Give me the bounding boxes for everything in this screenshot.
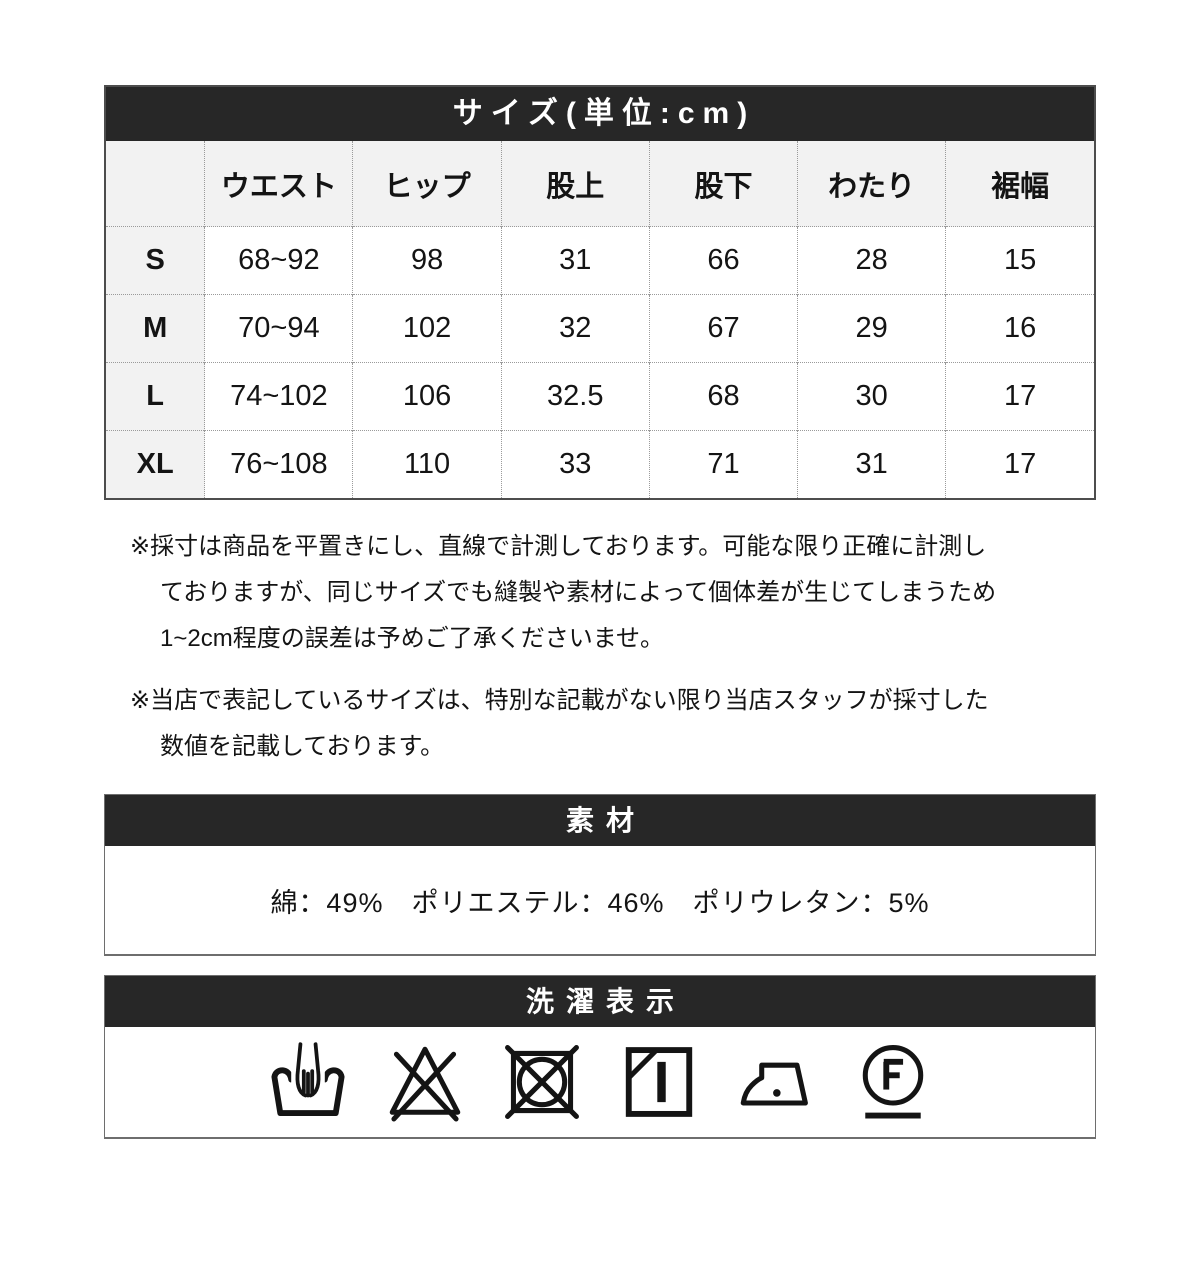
table-row-m: M 70~94 102 32 67 29 16 — [106, 294, 1094, 363]
note-line: ※採寸は商品を平置きにし、直線で計測しております。可能な限り正確に計測し — [130, 533, 987, 560]
laundry-section: 洗濯表示 — [104, 975, 1096, 1139]
cell-hem: 16 — [945, 294, 1094, 363]
cell-rise: 32.5 — [500, 362, 650, 431]
cell-thigh: 30 — [797, 362, 946, 431]
cell-hem: 17 — [945, 362, 1094, 431]
cell-thigh: 31 — [797, 430, 946, 498]
note-measurement-accuracy: ※採寸は商品を平置きにし、直線で計測しております。可能な限り正確に計測し ており… — [130, 524, 1096, 662]
cell-inseam: 66 — [648, 226, 798, 295]
care-symbols-row — [105, 1027, 1095, 1137]
column-header-rise: 股上 — [500, 141, 650, 227]
note-line: ておりますが、同じサイズでも縫製や素材によって個体差が生じてしまうため — [160, 579, 997, 606]
table-row-l: L 74~102 106 32.5 68 30 17 — [106, 362, 1094, 431]
size-label: XL — [106, 430, 205, 498]
cell-hip: 106 — [352, 362, 502, 431]
size-table: ウエスト ヒップ 股上 股下 わたり 裾幅 S 68~92 98 31 66 2… — [106, 141, 1094, 498]
column-header-inseam: 股下 — [648, 141, 798, 227]
size-table-header-row: ウエスト ヒップ 股上 股下 わたり 裾幅 — [106, 141, 1094, 227]
iron-low-heat-icon — [740, 1062, 808, 1106]
do-not-tumble-dry-icon — [504, 1045, 579, 1119]
cell-hem: 15 — [945, 226, 1094, 295]
column-header-thigh: わたり — [797, 141, 946, 227]
material-composition: 綿：49% ポリエステル：46% ポリウレタン：5% — [270, 887, 930, 918]
material-section: 素材 綿：49% ポリエステル：46% ポリウレタン：5% — [104, 794, 1096, 956]
size-label: L — [106, 362, 205, 431]
measurement-notes: ※採寸は商品を平置きにし、直線で計測しております。可能な限り正確に計測し ており… — [104, 524, 1096, 770]
note-line: 1~2cm程度の誤差は予めご了承くださいませ。 — [160, 625, 664, 652]
product-spec-page: サイズ(単位:cm) ウエスト ヒップ 股上 股下 わたり 裾幅 S 68~92 — [104, 85, 1096, 1139]
cell-inseam: 67 — [648, 294, 798, 363]
cell-inseam: 68 — [648, 362, 798, 431]
column-header-hip: ヒップ — [352, 141, 502, 227]
size-label: S — [106, 226, 205, 295]
column-header-waist: ウエスト — [204, 141, 353, 227]
cell-hip: 102 — [352, 294, 502, 363]
column-header-hem: 裾幅 — [945, 141, 1094, 227]
cell-hem: 17 — [945, 430, 1094, 498]
size-table-corner-cell — [106, 141, 205, 227]
cell-rise: 31 — [500, 226, 650, 295]
cell-rise: 32 — [500, 294, 650, 363]
size-section-title: サイズ(単位:cm) — [106, 87, 1094, 141]
dry-clean-f-gentle-icon — [862, 1045, 923, 1119]
hand-wash-icon — [270, 1042, 345, 1117]
material-section-title: 素材 — [105, 795, 1095, 846]
laundry-section-title: 洗濯表示 — [105, 976, 1095, 1027]
do-not-bleach-icon — [389, 1046, 460, 1122]
note-line: ※当店で表記しているサイズは、特別な記載がない限り当店スタッフが採寸した — [130, 687, 989, 714]
cell-waist: 68~92 — [204, 226, 353, 295]
cell-inseam: 71 — [648, 430, 798, 498]
line-dry-in-shade-icon — [625, 1047, 692, 1117]
size-label: M — [106, 294, 205, 363]
table-row-xl: XL 76~108 110 33 71 31 17 — [106, 430, 1094, 498]
cell-waist: 74~102 — [204, 362, 353, 431]
cell-thigh: 29 — [797, 294, 946, 363]
cell-waist: 70~94 — [204, 294, 353, 363]
cell-hip: 98 — [352, 226, 502, 295]
cell-rise: 33 — [500, 430, 650, 498]
cell-waist: 76~108 — [204, 430, 353, 498]
cell-hip: 110 — [352, 430, 502, 498]
size-section: サイズ(単位:cm) ウエスト ヒップ 股上 股下 わたり 裾幅 S 68~92 — [104, 85, 1096, 500]
note-line: 数値を記載しております。 — [160, 733, 445, 760]
note-staff-measured: ※当店で表記しているサイズは、特別な記載がない限り当店スタッフが採寸した 数値を… — [130, 678, 1096, 770]
table-row-s: S 68~92 98 31 66 28 15 — [106, 226, 1094, 295]
cell-thigh: 28 — [797, 226, 946, 295]
